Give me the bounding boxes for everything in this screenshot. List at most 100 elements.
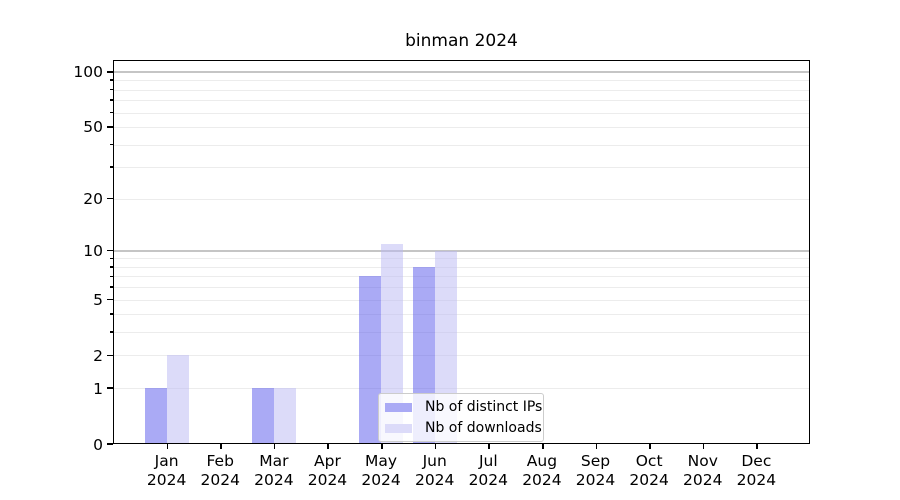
y-minor-tick-9 [109,257,113,260]
bar-nb-of-distinct-ips-may-2024 [359,276,382,444]
y-tick-10 [107,249,113,252]
y-minor-tick-80 [109,88,113,91]
y-tick-5 [107,298,113,301]
minor-gridline-4 [113,314,810,316]
legend-label-nb-of-downloads: Nb of downloads [425,420,542,436]
y-minor-tick-7 [109,275,113,278]
plot-area: Nb of distinct IPs Nb of downloads [107,60,810,449]
minor-gridline-6 [113,287,810,289]
x-tick-label-nov-2024: Nov 2024 [683,452,722,490]
x-tick-label-month: Sep [580,452,611,470]
x-tick-label-month: Jul [478,452,498,470]
minor-gridline-1 [113,388,810,390]
x-tick-label-year: 2024 [683,471,723,489]
legend-label-nb-of-distinct-ips: Nb of distinct IPs [425,399,543,415]
major-gridline-100 [113,70,810,73]
x-tick-label-dec-2024: Dec 2024 [737,452,776,490]
x-tick-dec-2024 [756,444,758,449]
minor-gridline-20 [113,198,810,200]
x-tick-label-sep-2024: Sep 2024 [576,452,615,490]
x-tick-label-year: 2024 [522,471,562,489]
minor-gridline-7 [113,276,810,278]
x-tick-label-month: Feb [206,452,234,470]
x-tick-label-oct-2024: Oct 2024 [629,452,668,490]
x-tick-label-month: Mar [259,452,289,470]
x-tick-sep-2024 [595,444,598,449]
legend-swatch-nb-of-downloads [385,423,412,433]
y-minor-tick-3 [109,331,113,333]
x-tick-jun-2024 [434,444,437,449]
x-tick-nov-2024 [702,444,705,449]
major-gridline-10 [113,249,810,252]
axes-spines [113,60,810,444]
y-minor-tick-6 [109,286,113,288]
minor-gridline-70 [113,100,810,102]
x-tick-label-year: 2024 [146,471,187,489]
x-tick-jan-2024 [166,444,169,449]
minor-gridline-5 [113,299,810,301]
x-tick-label-jan-2024: Jan 2024 [147,452,186,490]
x-tick-label-month: Oct [635,452,663,470]
y-tick-50 [107,126,113,128]
minor-gridline-60 [113,112,810,114]
x-tick-label-aug-2024: Aug 2024 [522,452,561,490]
x-tick-label-month: May [365,452,398,470]
x-tick-label-month: Nov [687,452,718,470]
x-tick-oct-2024 [649,444,651,449]
x-tick-feb-2024 [220,444,222,449]
y-tick-2 [107,354,113,357]
x-tick-label-feb-2024: Feb 2024 [200,452,239,490]
minor-gridline-3 [113,332,810,334]
x-tick-mar-2024 [273,444,276,449]
y-tick-label-50: 50 [83,118,103,137]
x-tick-label-year: 2024 [468,471,509,489]
legend: Nb of distinct IPs Nb of downloads [378,393,544,442]
minor-gridline-30 [113,167,810,169]
y-tick-100 [107,71,113,73]
y-tick-label-100: 100 [73,63,103,82]
x-tick-label-year: 2024 [307,471,348,489]
y-tick-20 [107,197,113,200]
x-tick-label-month: Jun [422,452,447,470]
y-minor-tick-30 [109,166,113,168]
y-minor-tick-60 [109,111,113,114]
x-tick-jul-2024 [488,444,490,449]
x-tick-label-mar-2024: Mar 2024 [254,452,293,490]
y-tick-1 [107,387,113,389]
chart-title: binman 2024 [405,31,518,51]
y-tick-label-10: 10 [83,242,103,261]
y-tick-label-0: 0 [93,435,103,454]
y-minor-tick-70 [109,99,113,102]
minor-gridline-2 [113,355,810,357]
x-tick-label-year: 2024 [200,471,240,489]
x-tick-label-year: 2024 [361,471,401,489]
x-tick-label-year: 2024 [575,471,616,489]
y-minor-tick-4 [109,313,113,316]
minor-gridline-90 [113,80,810,82]
y-tick-label-2: 2 [93,346,103,365]
bar-nb-of-distinct-ips-jan-2024 [144,388,167,444]
y-minor-tick-90 [109,79,113,82]
x-tick-label-year: 2024 [414,471,455,489]
minor-gridline-8 [113,266,810,268]
y-tick-label-1: 1 [93,379,103,398]
x-tick-label-year: 2024 [629,471,669,489]
x-tick-label-month: Jan [154,452,179,470]
legend-entry-nb-of-distinct-ips: Nb of distinct IPs [385,398,542,416]
x-tick-label-jun-2024: Jun 2024 [415,452,454,490]
x-tick-may-2024 [381,444,383,449]
minor-gridline-80 [113,89,810,91]
y-minor-tick-40 [109,143,113,146]
y-tick-label-5: 5 [93,291,103,310]
y-tick-0 [107,443,113,445]
y-minor-tick-8 [109,266,113,268]
bar-nb-of-downloads-jan-2024 [166,355,189,444]
minor-gridline-40 [113,144,810,146]
bar-nb-of-downloads-mar-2024 [273,388,296,444]
bar-nb-of-distinct-ips-mar-2024 [251,388,274,444]
legend-entry-nb-of-downloads: Nb of downloads [385,419,542,437]
x-tick-label-apr-2024: Apr 2024 [308,452,347,490]
x-tick-apr-2024 [327,444,330,449]
x-tick-label-month: Aug [526,452,558,470]
